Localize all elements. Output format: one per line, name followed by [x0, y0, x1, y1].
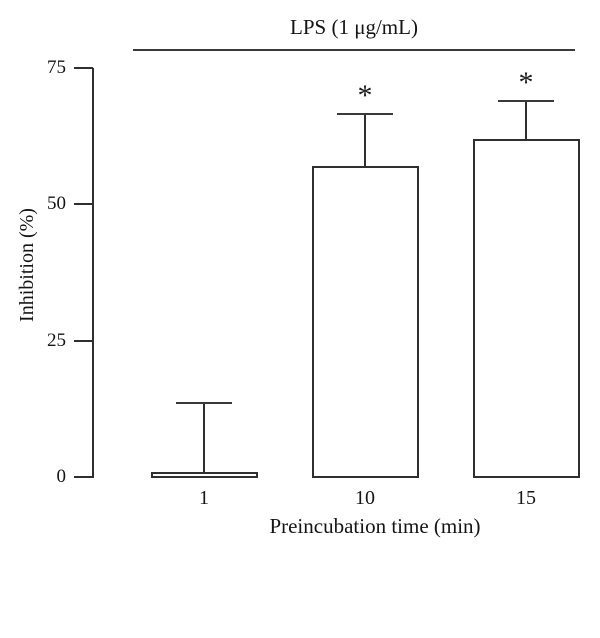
- y-axis-tick: [74, 339, 93, 342]
- y-axis-tick: [74, 67, 93, 69]
- error-bar-cap: [337, 113, 393, 116]
- x-category-label: 10: [355, 487, 375, 509]
- y-axis-line: [92, 68, 94, 478]
- group-condition-overline: [133, 49, 575, 51]
- y-tick-label: 25: [47, 329, 66, 351]
- significance-asterisk: *: [518, 65, 534, 99]
- error-bar-stem: [203, 403, 205, 472]
- y-tick-label: 50: [47, 193, 66, 215]
- y-tick-label: 75: [47, 57, 66, 78]
- group-condition-label: LPS (1 μg/mL): [290, 15, 418, 39]
- x-axis-title: Preincubation time (min): [269, 514, 481, 538]
- significance-asterisk: *: [357, 79, 373, 113]
- error-bar-cap: [176, 402, 232, 405]
- x-category-label: 1: [199, 487, 209, 509]
- error-bar-stem: [525, 100, 527, 139]
- error-bar-stem: [364, 114, 366, 167]
- y-axis-tick: [74, 203, 93, 206]
- error-bar-cap: [498, 99, 554, 102]
- x-category-label: 15: [516, 487, 536, 509]
- y-tick-label: 0: [56, 466, 67, 487]
- bar: [472, 138, 580, 478]
- bar: [311, 166, 419, 478]
- bar: [150, 471, 258, 478]
- y-axis-tick: [74, 476, 93, 478]
